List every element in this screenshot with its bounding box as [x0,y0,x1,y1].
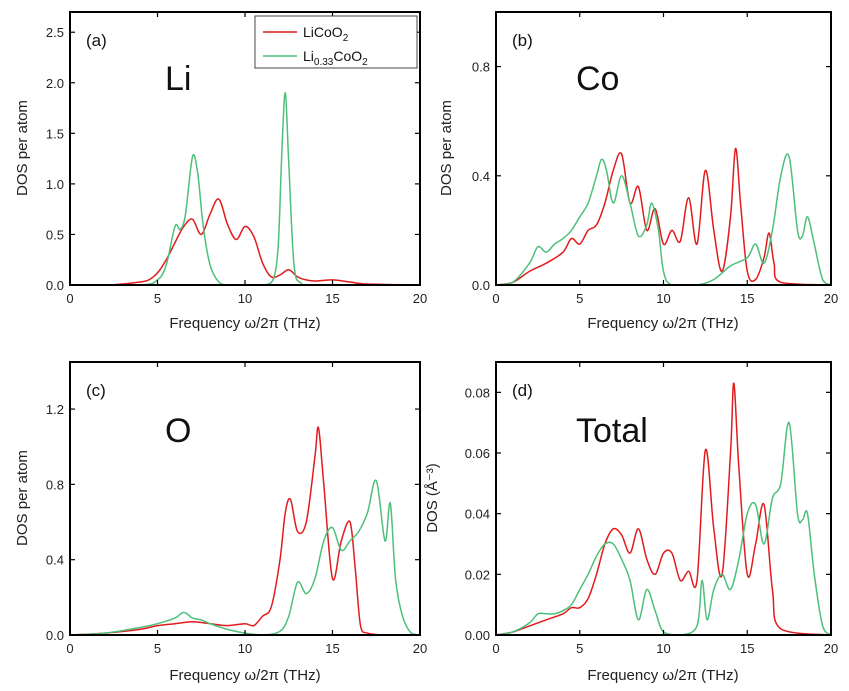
panel-b-xtick-label: 10 [656,291,670,306]
panel-a-yticks: 0.0 0.5 1.0 1.5 2.0 2.5 [46,25,420,293]
panel-c-xtick-label: 20 [413,641,427,656]
panel-b-series-1-line [495,153,832,286]
panel-c-yticks: 0.0 0.4 0.8 1.2 [46,402,420,643]
panel-a-xtick-label: 5 [154,291,161,306]
panel-a-xtick-label: 20 [413,291,427,306]
legend-label-licoo2: LiCoO2 [303,24,349,44]
panel-d-xlabel: Frequency ω/2π (THz) [587,667,738,684]
panel-d-ytick-label: 0.08 [465,385,490,400]
panel-d-xticks: 0 5 10 15 20 [492,362,838,656]
panel-d-yticks: 0.00 0.02 0.04 0.06 0.08 [465,385,831,643]
panel-c-xtick-label: 0 [66,641,73,656]
panel-a-series-1-line [70,92,420,286]
panel-a-xtick-label: 15 [325,291,339,306]
panel-b-xtick-label: 15 [740,291,754,306]
panel-d-xtick-label: 15 [740,641,754,656]
panel-a-series-0-line [70,198,421,286]
panel-d: 0 5 10 15 20 0.000.020.040.060.08 (d) Total … [424,361,838,684]
panel-a-ylabel: DOS per atom [14,100,31,196]
panel-b-ytick-label: 0.0 [472,278,490,293]
panel-d-element-label: Total [576,412,648,450]
panel-c-frame [69,361,421,636]
panel-d-xtick-label: 5 [576,641,583,656]
panel-c-series-1-line [69,479,421,636]
legend-box [254,15,418,69]
panel-b-xtick-label: 20 [824,291,838,306]
panel-c-ylabel: DOS per atom [14,450,31,546]
panel-c-tag: (c) [86,381,106,400]
panel-c-xtick-label: 5 [154,641,161,656]
panel-c-xtick-label: 10 [238,641,252,656]
panel-b-ytick-label: 0.4 [472,169,490,184]
panel-b: 0 5 10 15 20 0.0 0.4 0.8 (b) Co Frequency ω/2π… [438,11,838,332]
legend: LiCoO2 Li0.33CoO2 [254,15,418,69]
panel-a: 0 5 10 15 20 0.0 0.5 1.0 1.5 2.0 2.5 (a) Li Frequ… [14,11,427,332]
panel-a-element-label: Li [165,60,191,98]
panel-b-ylabel: DOS per atom [438,100,455,196]
legend-label-li033coo2: Li0.33CoO2 [303,48,368,68]
panel-d-xtick-label: 20 [824,641,838,656]
panel-b-xtick-label: 5 [576,291,583,306]
panel-c-xtick-label: 15 [325,641,339,656]
panel-a-ytick-label: 0.0 [46,278,64,293]
panel-a-lines [70,92,421,286]
panel-b-lines [495,147,832,286]
panel-a-tag: (a) [86,31,107,50]
panel-b-series-0-line [495,147,832,286]
panel-d-ytick-label: 0.02 [465,567,490,582]
panel-d-series-1-line [495,421,832,636]
panel-b-tag: (b) [512,31,533,50]
panel-d-ylabel: DOS (Å⁻³) [424,463,441,533]
panel-c-xticks: 0 5 10 15 20 [66,362,427,656]
panel-c-ytick-label: 0.8 [46,477,64,492]
panel-a-xtick-label: 0 [66,291,73,306]
panel-b-yticks: 0.0 0.4 0.8 [472,60,831,293]
panel-b-xticks: 0 5 10 15 20 [492,12,838,306]
panel-d-series-0-line [495,382,832,636]
panel-c: 0 5 10 15 20 0.0 0.4 0.8 1.2 (c) O Frequency ω/… [14,361,427,684]
panel-c-element-label: O [165,412,191,450]
panel-d-xtick-label: 0 [492,641,499,656]
panel-c-ytick-label: 0.4 [46,553,64,568]
panel-a-xticks: 0 5 10 15 20 [66,12,427,306]
panel-d-frame [495,361,832,636]
panel-b-xlabel: Frequency ω/2π (THz) [587,315,738,332]
panel-a-ytick-label: 1.5 [46,126,64,141]
panel-d-lines [495,382,832,636]
panel-c-xlabel: Frequency ω/2π (THz) [169,667,320,684]
panel-c-ytick-label: 1.2 [46,402,64,417]
panel-c-lines [69,426,421,636]
panel-a-xtick-label: 10 [238,291,252,306]
panel-b-element-label: Co [576,60,619,98]
panel-a-ytick-label: 1.0 [46,177,64,192]
panel-d-xtick-label: 10 [656,641,670,656]
panel-c-series-0-line [69,426,420,636]
panel-a-ytick-label: 2.0 [46,76,64,91]
panel-a-ytick-label: 0.5 [46,227,64,242]
panel-a-ytick-label: 2.5 [46,25,64,40]
panel-a-xlabel: Frequency ω/2π (THz) [169,315,320,332]
panel-d-tag: (d) [512,381,533,400]
panel-d-ytick-label: 0.00 [465,628,490,643]
panel-d-ytick-label: 0.06 [465,446,490,461]
panel-d-ytick-label: 0.04 [465,507,490,522]
panel-c-ytick-label: 0.0 [46,628,64,643]
panel-b-ytick-label: 0.8 [472,60,490,75]
panel-b-xtick-label: 0 [492,291,499,306]
